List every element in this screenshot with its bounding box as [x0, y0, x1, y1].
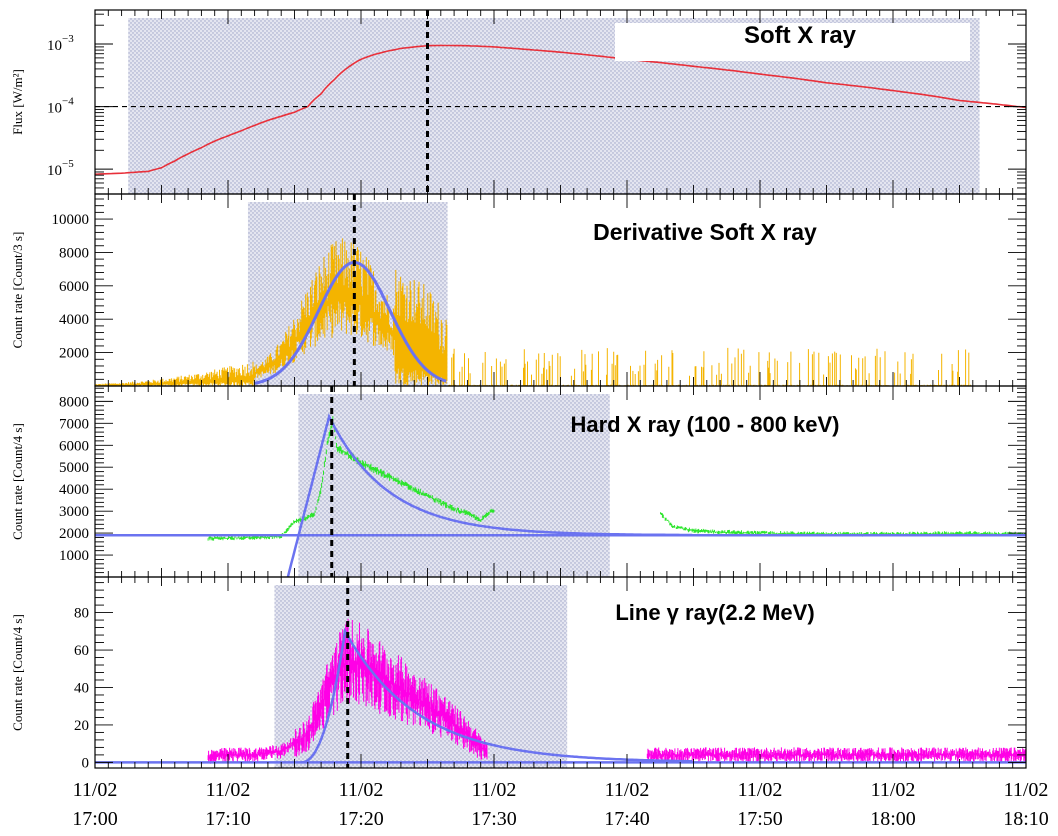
x-tick-time: 17:20 [338, 808, 384, 830]
x-tick-time: 17:40 [604, 808, 650, 830]
y-tick-label: 60 [74, 643, 89, 659]
x-tick-date: 11/02 [605, 779, 650, 801]
x-tick-date: 11/02 [472, 779, 517, 801]
x-tick-time: 17:10 [205, 808, 251, 830]
x-tick-date: 11/02 [339, 779, 384, 801]
y-tick-exponent: −4 [62, 96, 74, 108]
y-tick-label: 0 [82, 755, 90, 771]
y-tick-label: 6000 [59, 279, 89, 295]
x-tick-date: 11/02 [871, 779, 916, 801]
y-tick-label: 8000 [59, 394, 89, 410]
panel-title: Derivative Soft X ray [593, 219, 817, 245]
panel-title: Hard X ray (100 - 800 keV) [570, 412, 839, 437]
shaded-interval [298, 394, 610, 577]
y-tick-label: 4000 [59, 312, 89, 328]
y-tick-label: 10−3 [47, 33, 74, 54]
y-tick-exponent: −5 [62, 158, 74, 170]
y-tick-label: 2000 [59, 346, 89, 362]
x-tick-date: 11/02 [738, 779, 783, 801]
x-tick-date: 11/02 [73, 779, 118, 801]
soft-xray-curve [94, 44, 1027, 175]
y-tick-label: 10−5 [47, 158, 74, 179]
y-tick-label: 3000 [59, 504, 89, 520]
y-tick-label: 20 [74, 718, 89, 734]
y-tick-label: 10−4 [47, 96, 74, 117]
x-tick-time: 18:00 [870, 808, 916, 830]
y-tick-label: 7000 [59, 416, 89, 432]
panel-2: 2000 4000 6000 8000 10000 Count rate [Count/3… [10, 193, 1027, 387]
gaussian-fit-curve [254, 261, 447, 385]
panel-4: 0 20 40 60 80 Count rate [Count/4 s] Line γ ra… [10, 576, 1027, 771]
gamma-data [207, 618, 1027, 764]
title-background [615, 23, 970, 61]
y-tick-exponent: −3 [62, 33, 74, 45]
shaded-interval [274, 585, 568, 768]
x-tick-date: 11/02 [206, 779, 251, 801]
y-tick-label: 8000 [59, 245, 89, 261]
y-tick-label: 80 [74, 606, 89, 622]
x-tick-date: 11/02 [1004, 779, 1049, 801]
y-axis-label: Flux [W/m²] [10, 69, 25, 135]
y-axis-label: Count rate [Count/4 s] [10, 614, 25, 731]
y-tick-label: 5000 [59, 460, 89, 476]
exponential-fit-curve [286, 413, 693, 578]
y-tick-label: 2000 [59, 526, 89, 542]
y-axis-label: Count rate [Count/3 s] [10, 232, 25, 349]
derivative-data [94, 238, 973, 386]
x-tick-time: 17:30 [471, 808, 517, 830]
y-tick-label: 1000 [59, 548, 89, 564]
panel-3: 1000 2000 3000 4000 5000 6000 7000 8000 Count ra… [10, 385, 1027, 578]
panel-1: 10−3 10−4 10−5 Flux [W/m²] Soft X ray [10, 9, 1027, 195]
y-tick-label: 4000 [59, 482, 89, 498]
panel-title: Line γ ray(2.2 MeV) [615, 600, 814, 625]
x-tick-time: 17:00 [72, 808, 118, 830]
x-tick-time: 18:10 [1003, 808, 1049, 830]
panel-title: Soft X ray [744, 22, 857, 49]
y-axis-label: Count rate [Count/4 s] [10, 423, 25, 540]
y-tick-label: 10000 [52, 212, 90, 228]
y-tick-label: 40 [74, 680, 89, 696]
x-tick-time: 17:50 [737, 808, 783, 830]
y-tick-label: 6000 [59, 438, 89, 454]
x-axis: 11/02 17:00 11/02 17:10 11/02 17:20 11/02 17:30… [72, 779, 1049, 830]
